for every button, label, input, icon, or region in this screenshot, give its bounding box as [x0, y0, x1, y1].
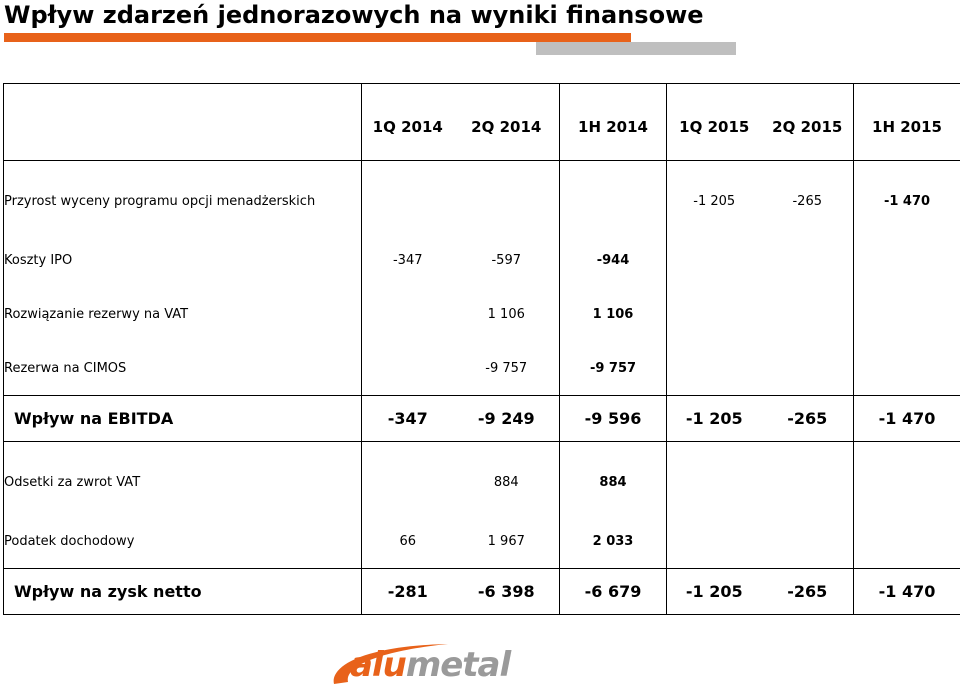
table-cell: [853, 441, 960, 514]
table-cell: [667, 287, 762, 341]
table-row: Koszty IPO -347 -597 -944: [3, 233, 960, 287]
table-cell: -9 596: [559, 395, 667, 442]
table-cell: -944: [559, 233, 667, 287]
table-cell: 66: [399, 533, 417, 549]
table-row: Rozwiązanie rezerwy na VAT 1 106 1 106: [3, 287, 960, 341]
svg-text:alumetal: alumetal: [350, 645, 512, 685]
table-cell: -6 679: [559, 568, 667, 615]
column-header: 2Q 2015: [761, 83, 854, 161]
table-cell: -597: [453, 233, 560, 287]
table-header-row: 1Q 2014 2Q 2014 1H 2014 1Q 2015 2Q 2015 …: [3, 83, 960, 161]
header-empty-cell: [3, 83, 362, 161]
swoosh-icon: [333, 644, 448, 684]
table-cell: 1 106: [453, 287, 560, 341]
table-cell: 884: [559, 441, 667, 514]
table-row-total: Wpływ na zysk netto -281 -6 398 -6 679 -…: [3, 568, 960, 615]
table-cell: -1 470: [853, 395, 960, 442]
table-cell: 884: [453, 441, 560, 514]
table-cell: [362, 341, 454, 396]
page-title: Wpływ zdarzeń jednorazowych na wyniki fi…: [4, 1, 704, 29]
table-cell: -265: [761, 395, 854, 442]
table-cell: [453, 160, 560, 233]
table-cell: -265: [761, 568, 854, 615]
row-label: Odsetki za zwrot VAT: [3, 441, 362, 514]
table-cell: -1 205: [666, 568, 762, 615]
table-cell: [666, 441, 762, 514]
table-cell: [854, 514, 960, 569]
table-cell: [761, 287, 854, 341]
table-row: Podatek dochodowy 66 1 967 2 033: [3, 514, 960, 569]
table-cell: [854, 233, 960, 287]
table-row: Rezerwa na CIMOS -9 757 -9 757: [3, 341, 960, 396]
table-cell: [559, 160, 667, 233]
table-cell: 1 967: [453, 514, 560, 569]
table-cell: [761, 514, 854, 569]
table-cell: [667, 233, 762, 287]
table-cell: -6 398: [453, 568, 560, 615]
table-cell: [667, 341, 762, 396]
logo-text-metal: metal: [406, 645, 513, 685]
table-cell: [854, 287, 960, 341]
title-underline-grey: [536, 42, 736, 55]
table-row: Przyrost wyceny programu opcji menadżers…: [3, 160, 960, 233]
row-label: Koszty IPO: [3, 233, 362, 287]
table-cell: -9 757: [559, 341, 667, 396]
logo-text-alu: alu: [350, 645, 407, 685]
title-underline-orange: [4, 33, 631, 42]
column-header: 1Q 2014: [372, 118, 443, 136]
row-label: Rozwiązanie rezerwy na VAT: [3, 287, 362, 341]
table-cell: [361, 160, 454, 233]
table-cell: -1 470: [853, 568, 960, 615]
row-label: Podatek dochodowy: [3, 514, 362, 569]
table-cell: -265: [761, 160, 854, 233]
alumetal-logo: alumetal: [333, 644, 513, 685]
table-cell: -1 205: [666, 395, 762, 442]
table-row-total: Wpływ na EBITDA -347 -9 249 -9 596 -1 20…: [3, 395, 960, 442]
table-cell: [854, 341, 960, 396]
financial-table: 1Q 2014 2Q 2014 1H 2014 1Q 2015 2Q 2015 …: [3, 83, 960, 615]
table-row: Odsetki za zwrot VAT 884 884: [3, 441, 960, 514]
table-cell: -1 205: [666, 160, 762, 233]
row-label: Wpływ na zysk netto: [3, 568, 362, 615]
table-cell: -9 757: [453, 341, 560, 396]
table-cell: -9 249: [453, 395, 560, 442]
row-label: Przyrost wyceny programu opcji menadżers…: [3, 160, 362, 233]
column-header: 2Q 2014: [453, 83, 560, 161]
row-label: Wpływ na EBITDA: [3, 395, 362, 442]
column-header: 1H 2014: [559, 83, 667, 161]
table-cell: [761, 441, 854, 514]
table-cell: [761, 233, 854, 287]
table-cell: 1 106: [559, 287, 667, 341]
column-header: 1Q 2015: [679, 118, 750, 136]
table-cell: 2 033: [559, 514, 667, 569]
table-cell: -347: [361, 395, 454, 442]
table-cell: [667, 514, 762, 569]
table-cell: -281: [361, 568, 454, 615]
table-cell: -347: [392, 252, 423, 268]
table-cell: [361, 441, 454, 514]
table-cell: [761, 341, 854, 396]
table-cell: -1 470: [853, 160, 960, 233]
table-cell: [362, 287, 454, 341]
row-label: Rezerwa na CIMOS: [3, 341, 362, 396]
column-header: 1H 2015: [872, 118, 942, 136]
